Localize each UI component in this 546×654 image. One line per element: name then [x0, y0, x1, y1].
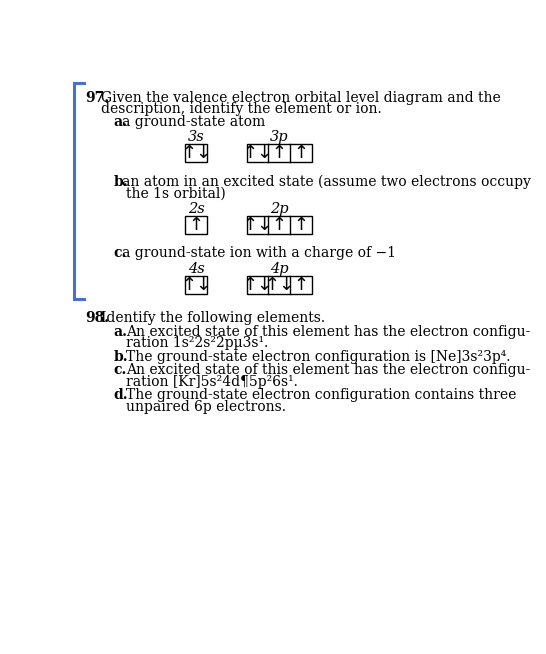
Text: a.: a. — [113, 114, 127, 129]
Text: Given the valence electron orbital level diagram and the: Given the valence electron orbital level… — [101, 91, 501, 105]
Text: ↑: ↑ — [188, 216, 204, 233]
Text: the 1s orbital): the 1s orbital) — [126, 186, 225, 200]
Text: An excited state of this element has the electron configu-: An excited state of this element has the… — [126, 325, 530, 339]
FancyBboxPatch shape — [185, 216, 207, 234]
FancyBboxPatch shape — [185, 144, 207, 162]
Text: The ground-state electron configuration contains three: The ground-state electron configuration … — [126, 388, 516, 402]
Text: ↑: ↑ — [293, 216, 308, 233]
Text: ↑↓: ↑↓ — [181, 276, 211, 294]
Text: a ground-state ion with a charge of −1: a ground-state ion with a charge of −1 — [122, 247, 396, 260]
Text: The ground-state electron configuration is [Ne]3s²3p⁴.: The ground-state electron configuration … — [126, 349, 510, 364]
Text: ↑: ↑ — [293, 144, 308, 162]
Text: ↑: ↑ — [293, 276, 308, 294]
Text: ↑↓: ↑↓ — [242, 276, 272, 294]
Text: 98.: 98. — [85, 311, 109, 325]
Text: an atom in an excited state (assume two electrons occupy: an atom in an excited state (assume two … — [122, 175, 531, 189]
Text: 97.: 97. — [85, 91, 109, 105]
Text: Identify the following elements.: Identify the following elements. — [101, 311, 325, 325]
Text: a.: a. — [113, 325, 127, 339]
Text: ration 1s²2s²2pµ3s¹.: ration 1s²2s²2pµ3s¹. — [126, 336, 268, 351]
Text: ration [Kr]5s²4d¶5p²6s¹.: ration [Kr]5s²4d¶5p²6s¹. — [126, 375, 298, 389]
Text: ↑↓: ↑↓ — [181, 144, 211, 162]
Text: ↑↓: ↑↓ — [242, 144, 272, 162]
Text: 4s: 4s — [188, 262, 205, 276]
Text: ↑↓: ↑↓ — [264, 276, 294, 294]
Text: 3p: 3p — [270, 130, 288, 144]
Text: 4p: 4p — [270, 262, 288, 276]
FancyBboxPatch shape — [185, 275, 207, 294]
Text: b.: b. — [113, 175, 128, 189]
Text: b.: b. — [113, 349, 128, 364]
Text: c.: c. — [113, 364, 127, 377]
Text: d.: d. — [113, 388, 128, 402]
Text: description, identify the element or ion.: description, identify the element or ion… — [101, 102, 382, 116]
Text: unpaired 6p electrons.: unpaired 6p electrons. — [126, 400, 286, 413]
Text: 3s: 3s — [188, 130, 205, 144]
Text: ↑: ↑ — [271, 216, 287, 233]
Text: ↑↓: ↑↓ — [242, 216, 272, 233]
Text: c.: c. — [113, 247, 127, 260]
Text: ↑: ↑ — [271, 144, 287, 162]
Bar — [246, 144, 312, 162]
Bar — [246, 216, 312, 234]
Text: a ground-state atom: a ground-state atom — [122, 114, 266, 129]
Text: 2s: 2s — [188, 201, 205, 216]
Bar — [246, 275, 312, 294]
Text: An excited state of this element has the electron configu-: An excited state of this element has the… — [126, 364, 530, 377]
Text: 2p: 2p — [270, 201, 288, 216]
